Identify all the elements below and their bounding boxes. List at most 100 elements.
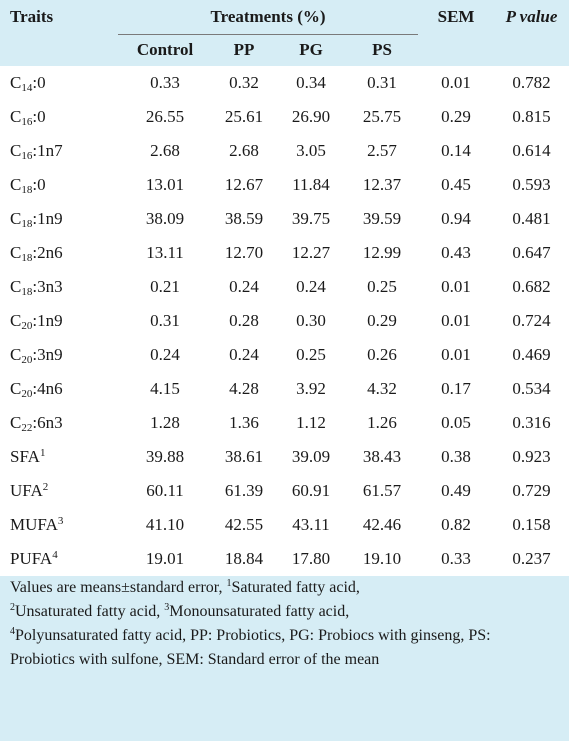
trait-base: UFA	[10, 481, 43, 500]
cell-sem: 0.33	[441, 549, 471, 568]
cell-pvalue: 0.682	[512, 277, 551, 296]
table-row: SFA1 39.88 38.61 39.09 38.43 0.38 0.923	[0, 440, 569, 474]
cell-ps: 12.99	[362, 243, 402, 262]
footnote-mark-4: 4	[10, 626, 15, 637]
trait-carbon-count: 16	[21, 150, 33, 162]
trait-base: C	[10, 243, 22, 262]
trait-bond-notation: :1n7	[32, 141, 63, 160]
cell-pg: 0.30	[296, 311, 326, 330]
cell-sem: 0.01	[441, 311, 471, 330]
cell-pvalue: 0.237	[512, 549, 551, 568]
table-header: Traits Treatments (%) SEM P value Contro…	[0, 0, 569, 66]
cell-pvalue: 0.923	[512, 447, 551, 466]
trait-base: C	[10, 311, 22, 330]
table-row: C20:1n9 0.31 0.28 0.30 0.29 0.01 0.724	[0, 304, 569, 338]
trait-footnote-mark: 3	[57, 515, 64, 527]
cell-pp: 12.70	[224, 243, 264, 262]
cell-control: 0.31	[150, 311, 180, 330]
cell-control: 2.68	[150, 141, 180, 160]
cell-sem: 0.43	[441, 243, 471, 262]
trait-base: C	[10, 277, 22, 296]
cell-ps: 0.29	[367, 311, 397, 330]
footnote-intro: Values are means±standard error,	[10, 579, 227, 596]
cell-pp: 38.59	[224, 209, 264, 228]
header-group-pg: PG	[299, 40, 323, 60]
footnote-text-3: Monounsaturated fatty acid,	[169, 603, 350, 620]
cell-ps: 12.37	[362, 175, 402, 194]
cell-sem: 0.29	[441, 107, 471, 126]
cell-sem: 0.01	[441, 73, 471, 92]
cell-pg: 39.75	[291, 209, 331, 228]
cell-ps: 4.32	[367, 379, 397, 398]
trait-cell: C18:2n6	[0, 236, 118, 270]
cell-ps: 0.26	[367, 345, 397, 364]
trait-base: SFA	[10, 447, 40, 466]
trait-cell: C14:0	[0, 66, 118, 100]
table-row: C18:3n3 0.21 0.24 0.24 0.25 0.01 0.682	[0, 270, 569, 304]
trait-footnote-mark: 4	[52, 549, 58, 561]
fatty-acid-table: Traits Treatments (%) SEM P value Contro…	[0, 0, 569, 611]
cell-control: 13.01	[145, 175, 185, 194]
trait-bond-notation: :1n9	[32, 209, 63, 228]
cell-ps: 61.57	[362, 481, 402, 500]
trait-base: C	[10, 73, 22, 92]
cell-pg: 11.84	[292, 175, 330, 194]
cell-pvalue: 0.782	[512, 73, 551, 92]
trait-cell: PUFA4	[0, 542, 118, 576]
cell-ps: 38.43	[362, 447, 402, 466]
cell-pp: 1.36	[229, 413, 259, 432]
cell-ps: 0.31	[367, 73, 397, 92]
trait-cell: C18:1n9	[0, 202, 118, 236]
cell-pp: 12.67	[224, 175, 264, 194]
table-row: C18:2n6 13.11 12.70 12.27 12.99 0.43 0.647	[0, 236, 569, 270]
cell-pp: 25.61	[224, 107, 264, 126]
cell-ps: 19.10	[362, 549, 402, 568]
cell-sem: 0.01	[441, 277, 471, 296]
trait-base: MUFA	[10, 515, 58, 534]
table-row: C18:0 13.01 12.67 11.84 12.37 0.45 0.593	[0, 168, 569, 202]
cell-sem: 0.17	[441, 379, 471, 398]
cell-ps: 1.26	[367, 413, 397, 432]
trait-carbon-count: 18	[21, 218, 33, 230]
cell-control: 19.01	[145, 549, 185, 568]
trait-carbon-count: 20	[21, 354, 33, 366]
header-pvalue: P value	[505, 7, 558, 26]
trait-carbon-count: 20	[21, 388, 33, 400]
cell-control: 13.11	[146, 243, 184, 262]
header-group-control: Control	[136, 40, 194, 60]
table-row: C22:6n3 1.28 1.36 1.12 1.26 0.05 0.316	[0, 406, 569, 440]
footnote-mark-2: 2	[10, 602, 15, 613]
table-row: C16:0 26.55 25.61 26.90 25.75 0.29 0.815	[0, 100, 569, 134]
header-sem: SEM	[437, 7, 475, 26]
cell-pp: 38.61	[224, 447, 264, 466]
cell-pvalue: 0.534	[512, 379, 551, 398]
trait-footnote-mark: 1	[39, 447, 46, 459]
cell-pg: 39.09	[291, 447, 331, 466]
trait-cell: C16:0	[0, 100, 118, 134]
cell-pp: 2.68	[229, 141, 259, 160]
cell-pvalue: 0.614	[512, 141, 551, 160]
cell-pp: 0.32	[229, 73, 259, 92]
header-traits: Traits	[10, 7, 54, 26]
trait-cell: MUFA3	[0, 508, 118, 542]
trait-carbon-count: 18	[21, 184, 33, 196]
trait-carbon-count: 14	[21, 82, 33, 94]
cell-pvalue: 0.815	[512, 107, 551, 126]
header-group-pp: PP	[233, 40, 255, 60]
trait-carbon-count: 18	[21, 286, 33, 298]
cell-pvalue: 0.469	[512, 345, 551, 364]
cell-pg: 0.25	[296, 345, 326, 364]
cell-ps: 39.59	[362, 209, 402, 228]
cell-pvalue: 0.647	[512, 243, 551, 262]
cell-control: 4.15	[150, 379, 180, 398]
table-row: UFA2 60.11 61.39 60.91 61.57 0.49 0.729	[0, 474, 569, 508]
cell-pvalue: 0.729	[512, 481, 551, 500]
cell-ps: 42.46	[362, 515, 402, 534]
trait-cell: C20:1n9	[0, 304, 118, 338]
cell-pg: 1.12	[296, 413, 326, 432]
cell-control: 38.09	[145, 209, 185, 228]
cell-pg: 0.24	[296, 277, 326, 296]
cell-control: 1.28	[150, 413, 180, 432]
trait-bond-notation: :0	[32, 107, 46, 126]
cell-control: 39.88	[145, 447, 185, 466]
